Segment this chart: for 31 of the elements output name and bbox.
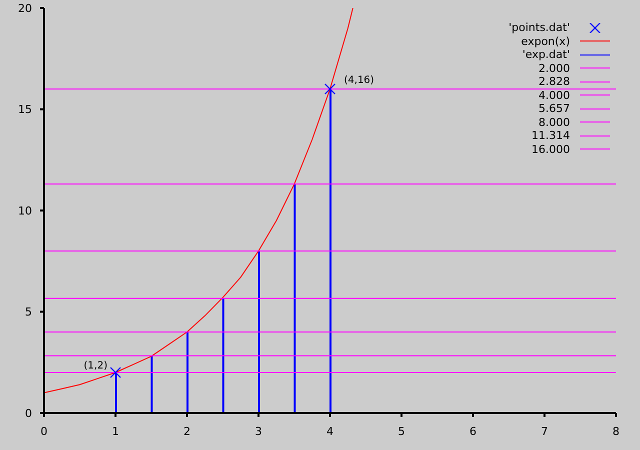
x-tick-label: 2	[184, 424, 190, 438]
y-tick-label: 20	[18, 2, 32, 15]
x-tick-label: 6	[470, 424, 476, 438]
legend-label: 4.000	[538, 88, 570, 102]
legend-label: 8.000	[538, 116, 570, 129]
annotation: (4,16)	[344, 75, 374, 86]
y-tick-label: 15	[18, 103, 32, 116]
x-tick-label: 4	[326, 424, 334, 438]
legend-label: 16.000	[532, 142, 570, 156]
legend-label: 'exp.dat'	[522, 48, 570, 62]
legend-label: 11.314	[532, 129, 570, 142]
x-tick-label: 7	[541, 424, 548, 438]
legend-label: 2.000	[538, 62, 570, 75]
legend-label: 'points.dat'	[508, 21, 570, 34]
bar	[186, 332, 188, 413]
legend-label: 2.828	[538, 75, 570, 88]
legend-label: 5.657	[538, 102, 570, 116]
annotation: (1,2)	[84, 360, 108, 372]
y-tick-label: 10	[18, 204, 32, 218]
y-tick-label: 5	[25, 306, 32, 319]
x-tick-label: 1	[112, 424, 119, 438]
legend-label: expon(x)	[521, 34, 570, 48]
x-tick-label: 0	[40, 424, 48, 438]
x-tick-label: 3	[255, 424, 262, 438]
bar	[258, 251, 260, 413]
bar	[294, 184, 296, 413]
bar	[150, 356, 153, 413]
bar	[222, 298, 224, 413]
x-tick-label: 8	[612, 424, 620, 438]
x-tick-label: 5	[398, 424, 405, 438]
y-tick-label: 0	[25, 406, 32, 420]
